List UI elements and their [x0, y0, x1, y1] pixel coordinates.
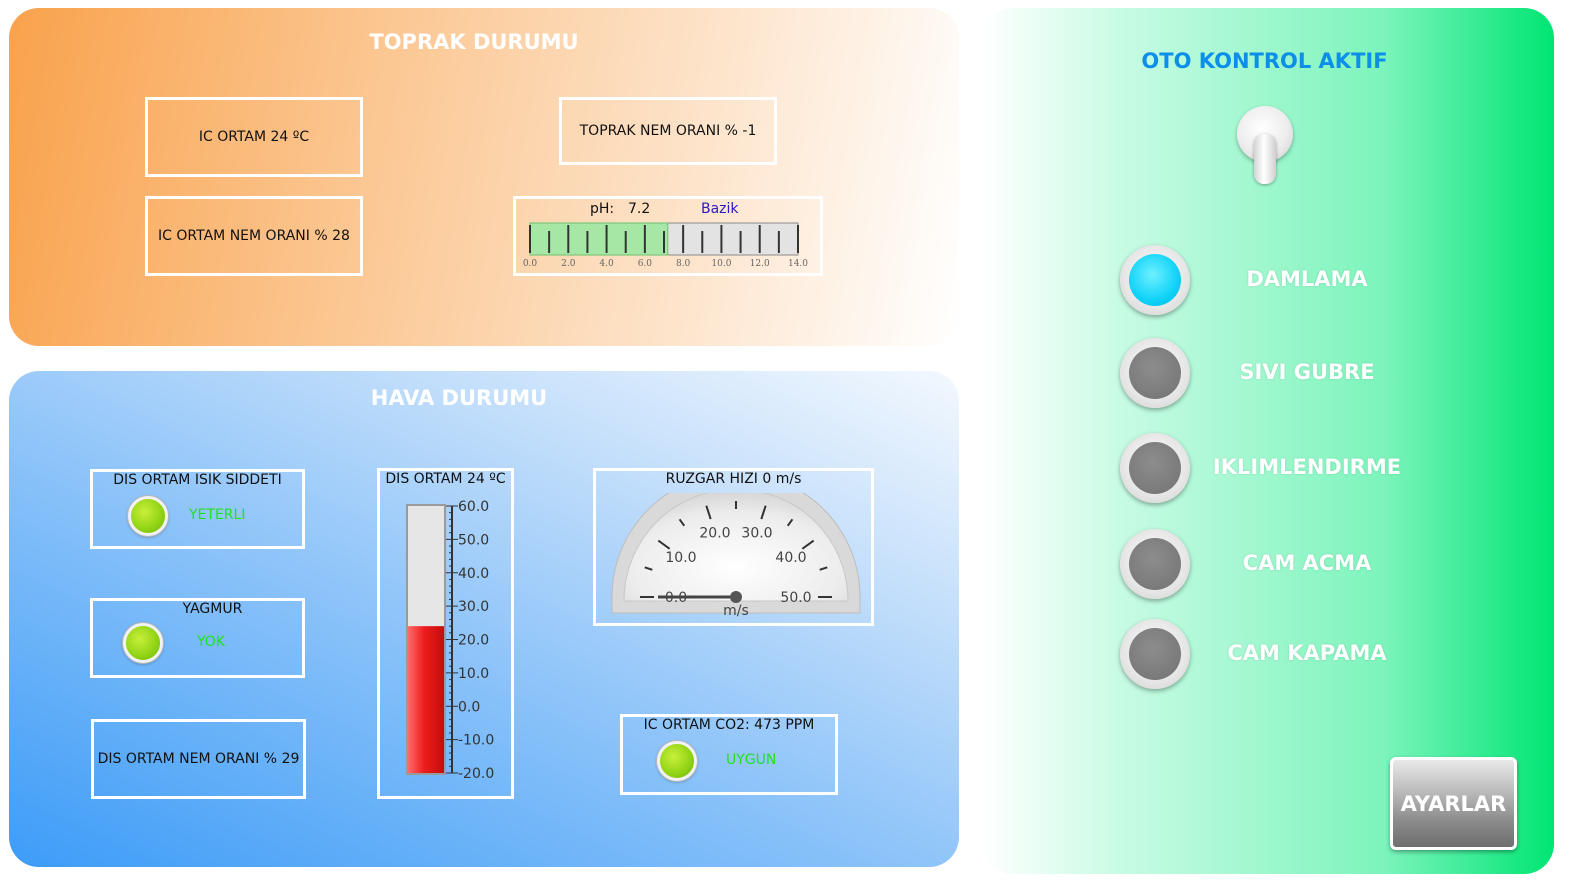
wind-tick — [786, 518, 794, 527]
indoor-humidity-text: IC ORTAM NEM ORANI % 28 — [158, 228, 350, 244]
outdoor-temperature-title: DIS ORTAM 24 ºC — [385, 471, 506, 487]
indicator-iklimlendirme[interactable] — [1120, 433, 1190, 503]
wind-tick — [705, 505, 712, 520]
indoor-temperature-box: IC ORTAM 24 ºC — [145, 97, 363, 177]
indicator-light — [1129, 254, 1181, 306]
wind-speed-title: RUZGAR HIZI 0 m/s — [665, 471, 802, 487]
wind-tick-label: 50.0 — [780, 590, 811, 606]
indicator-label: CAM KAPAMA — [1227, 641, 1387, 665]
thermo-fill — [408, 626, 444, 773]
wind-needle-hub — [730, 591, 742, 603]
thermo-tick-label: 60.0 — [458, 499, 489, 515]
ph-tick-label: 0.0 — [523, 259, 538, 269]
weather-status-panel: HAVA DURUMU DIS ORTAM ISIK SIDDETI YETER… — [9, 371, 959, 867]
indicator-light — [1129, 538, 1181, 590]
wind-tick — [760, 505, 767, 520]
light-status-text: YETERLI — [189, 507, 246, 523]
rain-status-text: YOK — [197, 634, 225, 650]
wind-tick-label: 30.0 — [741, 525, 772, 541]
thermo-tick-label: 10.0 — [458, 666, 489, 682]
auto-control-panel: OTO KONTROL AKTIF DAMLAMA SIVI GUBRE IKLIM… — [982, 8, 1554, 874]
wind-tick-label: 20.0 — [699, 525, 730, 541]
rain-title: YAGMUR — [182, 601, 243, 617]
indicator-label: CAM ACMA — [1242, 551, 1372, 575]
light-intensity-title: DIS ORTAM ISIK SIDDETI — [113, 472, 282, 488]
ph-tick-label: 8.0 — [676, 259, 691, 269]
toggle-lever — [1254, 134, 1276, 184]
wind-speed-box: RUZGAR HIZI 0 m/s 0.010.020.030.040.050.… — [593, 468, 874, 626]
wind-tick-label: 40.0 — [775, 550, 806, 566]
ph-value: 7.2 — [628, 201, 651, 217]
soil-moisture-text: TOPRAK NEM ORANI % -1 — [579, 123, 757, 139]
co2-status-led — [657, 741, 697, 781]
indicator-light — [1129, 347, 1181, 399]
indicator-cam-acma[interactable] — [1120, 529, 1190, 599]
ph-status: Bazik — [701, 201, 739, 217]
outdoor-humidity-text: DIS ORTAM NEM ORANI % 29 — [97, 751, 300, 767]
thermo-tick-label: 20.0 — [458, 633, 489, 649]
ph-scale-bar: 0.0 2.0 4.0 6.0 8.0 10.0 12.0 14.0 — [523, 222, 808, 269]
indicator-cam-kapama[interactable] — [1120, 619, 1190, 689]
co2-title: IC ORTAM CO2: 473 PPM — [643, 717, 815, 733]
rain-status-led — [123, 623, 163, 663]
ph-scale-fill — [529, 222, 669, 256]
ph-tick-label: 10.0 — [711, 259, 731, 269]
indicator-light — [1129, 628, 1181, 680]
auto-control-toggle-switch[interactable] — [1237, 106, 1293, 188]
wind-tick-label: 10.0 — [665, 550, 696, 566]
indoor-temperature-text: IC ORTAM 24 ºC — [198, 129, 310, 145]
wind-speed-gauge: 0.010.020.030.040.050.0m/s — [611, 493, 861, 619]
ph-tick-label: 14.0 — [788, 259, 808, 269]
indicator-label: IKLIMLENDIRME — [1212, 455, 1402, 479]
settings-button-label: AYARLAR — [1400, 791, 1507, 816]
ph-tick-label: 12.0 — [750, 259, 770, 269]
ph-label: pH: — [590, 201, 615, 217]
thermo-tick-label: 40.0 — [458, 566, 489, 582]
indicator-sivi-gubre[interactable] — [1120, 338, 1190, 408]
wind-tick — [678, 518, 686, 527]
settings-button[interactable]: AYARLAR — [1390, 757, 1517, 850]
co2-status-text: UYGUN — [726, 752, 777, 768]
light-status-led — [128, 496, 168, 536]
soil-panel-title: TOPRAK DURUMU — [369, 30, 579, 54]
thermometer-gauge: 60.0 50.0 40.0 30.0 20.0 10.0 0.0 -10.0 -20.0 — [406, 499, 494, 782]
wind-unit-label: m/s — [723, 603, 749, 619]
indicator-label: DAMLAMA — [1246, 267, 1368, 291]
outdoor-thermometer-box: DIS ORTAM 24 ºC 60.0 50.0 40.0 30.0 20.0 10.0… — [377, 468, 514, 799]
indicator-damlama[interactable] — [1120, 245, 1190, 315]
thermo-tick-label: 30.0 — [458, 599, 489, 615]
ph-meter-box: pH: 7.2 Bazik 0.0 2.0 4.0 6.0 8.0 10.0 12.0 14.… — [513, 196, 823, 276]
indicator-light — [1129, 442, 1181, 494]
light-intensity-box: DIS ORTAM ISIK SIDDETI YETERLI — [90, 469, 305, 549]
thermo-tick-label: 50.0 — [458, 532, 489, 548]
auto-control-title: OTO KONTROL AKTIF — [1141, 49, 1388, 73]
wind-tick — [801, 539, 815, 550]
rain-box: YAGMUR YOK — [90, 598, 305, 678]
wind-tick — [657, 539, 671, 550]
outdoor-humidity-box: DIS ORTAM NEM ORANI % 29 — [91, 719, 306, 799]
indicator-label: SIVI GUBRE — [1239, 360, 1375, 384]
thermo-tick-label: -20.0 — [458, 766, 494, 782]
thermo-tick-label: 0.0 — [458, 699, 480, 715]
soil-moisture-box: TOPRAK NEM ORANI % -1 — [559, 97, 777, 165]
soil-status-panel: TOPRAK DURUMU IC ORTAM 24 ºC IC ORTAM NE… — [9, 8, 959, 346]
thermo-tick-label: -10.0 — [458, 733, 494, 749]
indoor-humidity-box: IC ORTAM NEM ORANI % 28 — [145, 196, 363, 276]
ph-tick-label: 2.0 — [561, 259, 576, 269]
wind-tick — [819, 566, 828, 571]
weather-panel-title: HAVA DURUMU — [370, 386, 548, 410]
co2-box: IC ORTAM CO2: 473 PPM UYGUN — [620, 714, 838, 795]
ph-tick-label: 4.0 — [599, 259, 614, 269]
wind-tick — [644, 566, 653, 571]
ph-tick-label: 6.0 — [638, 259, 653, 269]
